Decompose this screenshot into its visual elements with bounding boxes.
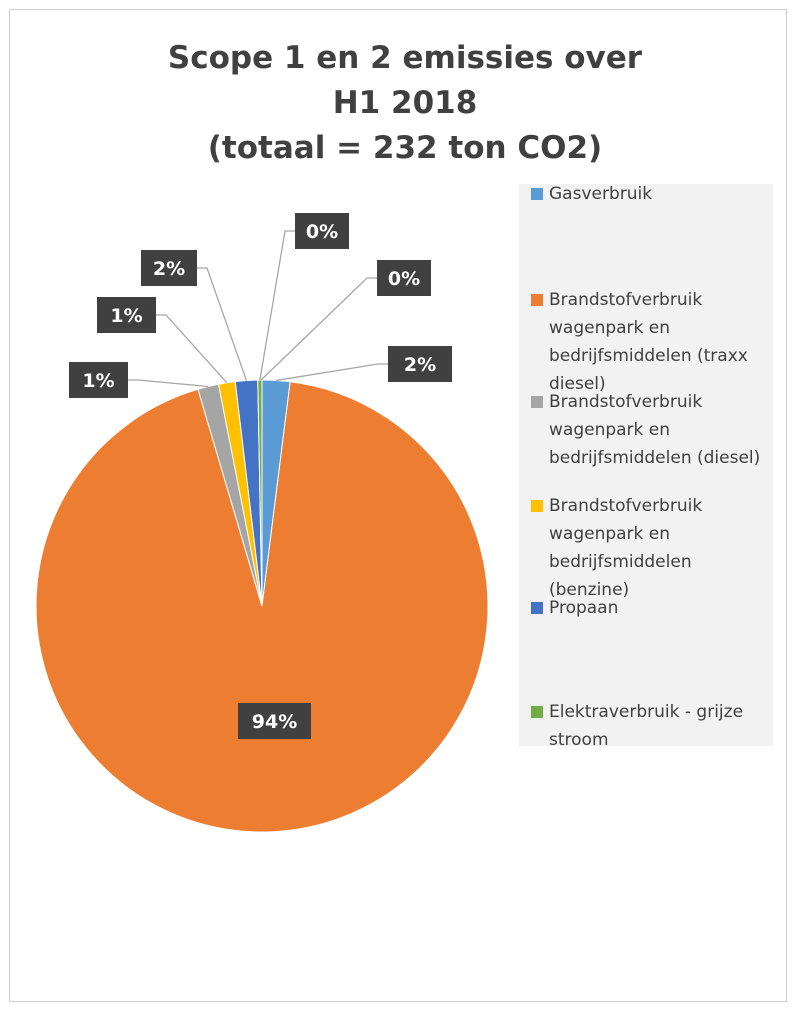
leader-line-4 [197, 267, 248, 381]
legend-swatch-4 [531, 602, 543, 614]
chart-title: Scope 1 en 2 emissies over H1 2018 (tota… [0, 36, 793, 171]
legend [519, 184, 773, 746]
data-label-4: 2% [153, 258, 185, 280]
legend-swatch-2 [531, 396, 543, 408]
leader-line-5 [259, 230, 295, 381]
chart-title-line-1: Scope 1 en 2 emissies over [167, 40, 643, 76]
legend-swatch-0 [531, 188, 543, 200]
legend-label-5: Elektraverbruik - grijze stroom [549, 702, 744, 750]
legend-swatch-5 [531, 706, 543, 718]
leader-line-2 [128, 379, 209, 388]
data-label-6: 0% [388, 268, 420, 290]
pie-slice-1 [35, 381, 489, 833]
data-label-1: 94% [252, 711, 297, 733]
data-label-box-5 [295, 213, 349, 249]
data-label-box-3 [97, 297, 156, 333]
data-label-0: 2% [404, 354, 436, 376]
legend-swatch-1 [531, 294, 543, 306]
data-label-5: 0% [306, 221, 338, 243]
data-label-2: 1% [82, 370, 114, 392]
legend-label-1: Brandstofverbruik wagenpark en bedrijfsm… [549, 290, 748, 394]
legend-label-2: Brandstofverbruik wagenpark en bedrijfsm… [549, 392, 761, 468]
leader-line-0 [276, 363, 388, 382]
data-label-3: 1% [110, 305, 142, 327]
legend-label-3: Brandstofverbruik wagenpark en bedrijfsm… [549, 496, 703, 600]
data-label-box-1 [238, 703, 311, 739]
legend-label-0: Gasverbruik [549, 184, 653, 204]
leader-line-3 [156, 314, 228, 384]
data-label-box-0 [388, 346, 452, 382]
data-label-box-4 [141, 250, 197, 286]
chart-title-line-3: (totaal = 232 ton CO2) [207, 130, 603, 166]
legend-label-4: Propaan [549, 598, 619, 618]
legend-swatch-3 [531, 500, 543, 512]
data-label-box-6 [377, 260, 431, 296]
leader-line-6 [260, 277, 377, 381]
chart-title-line-2: H1 2018 [332, 85, 478, 121]
data-label-box-2 [69, 362, 128, 398]
